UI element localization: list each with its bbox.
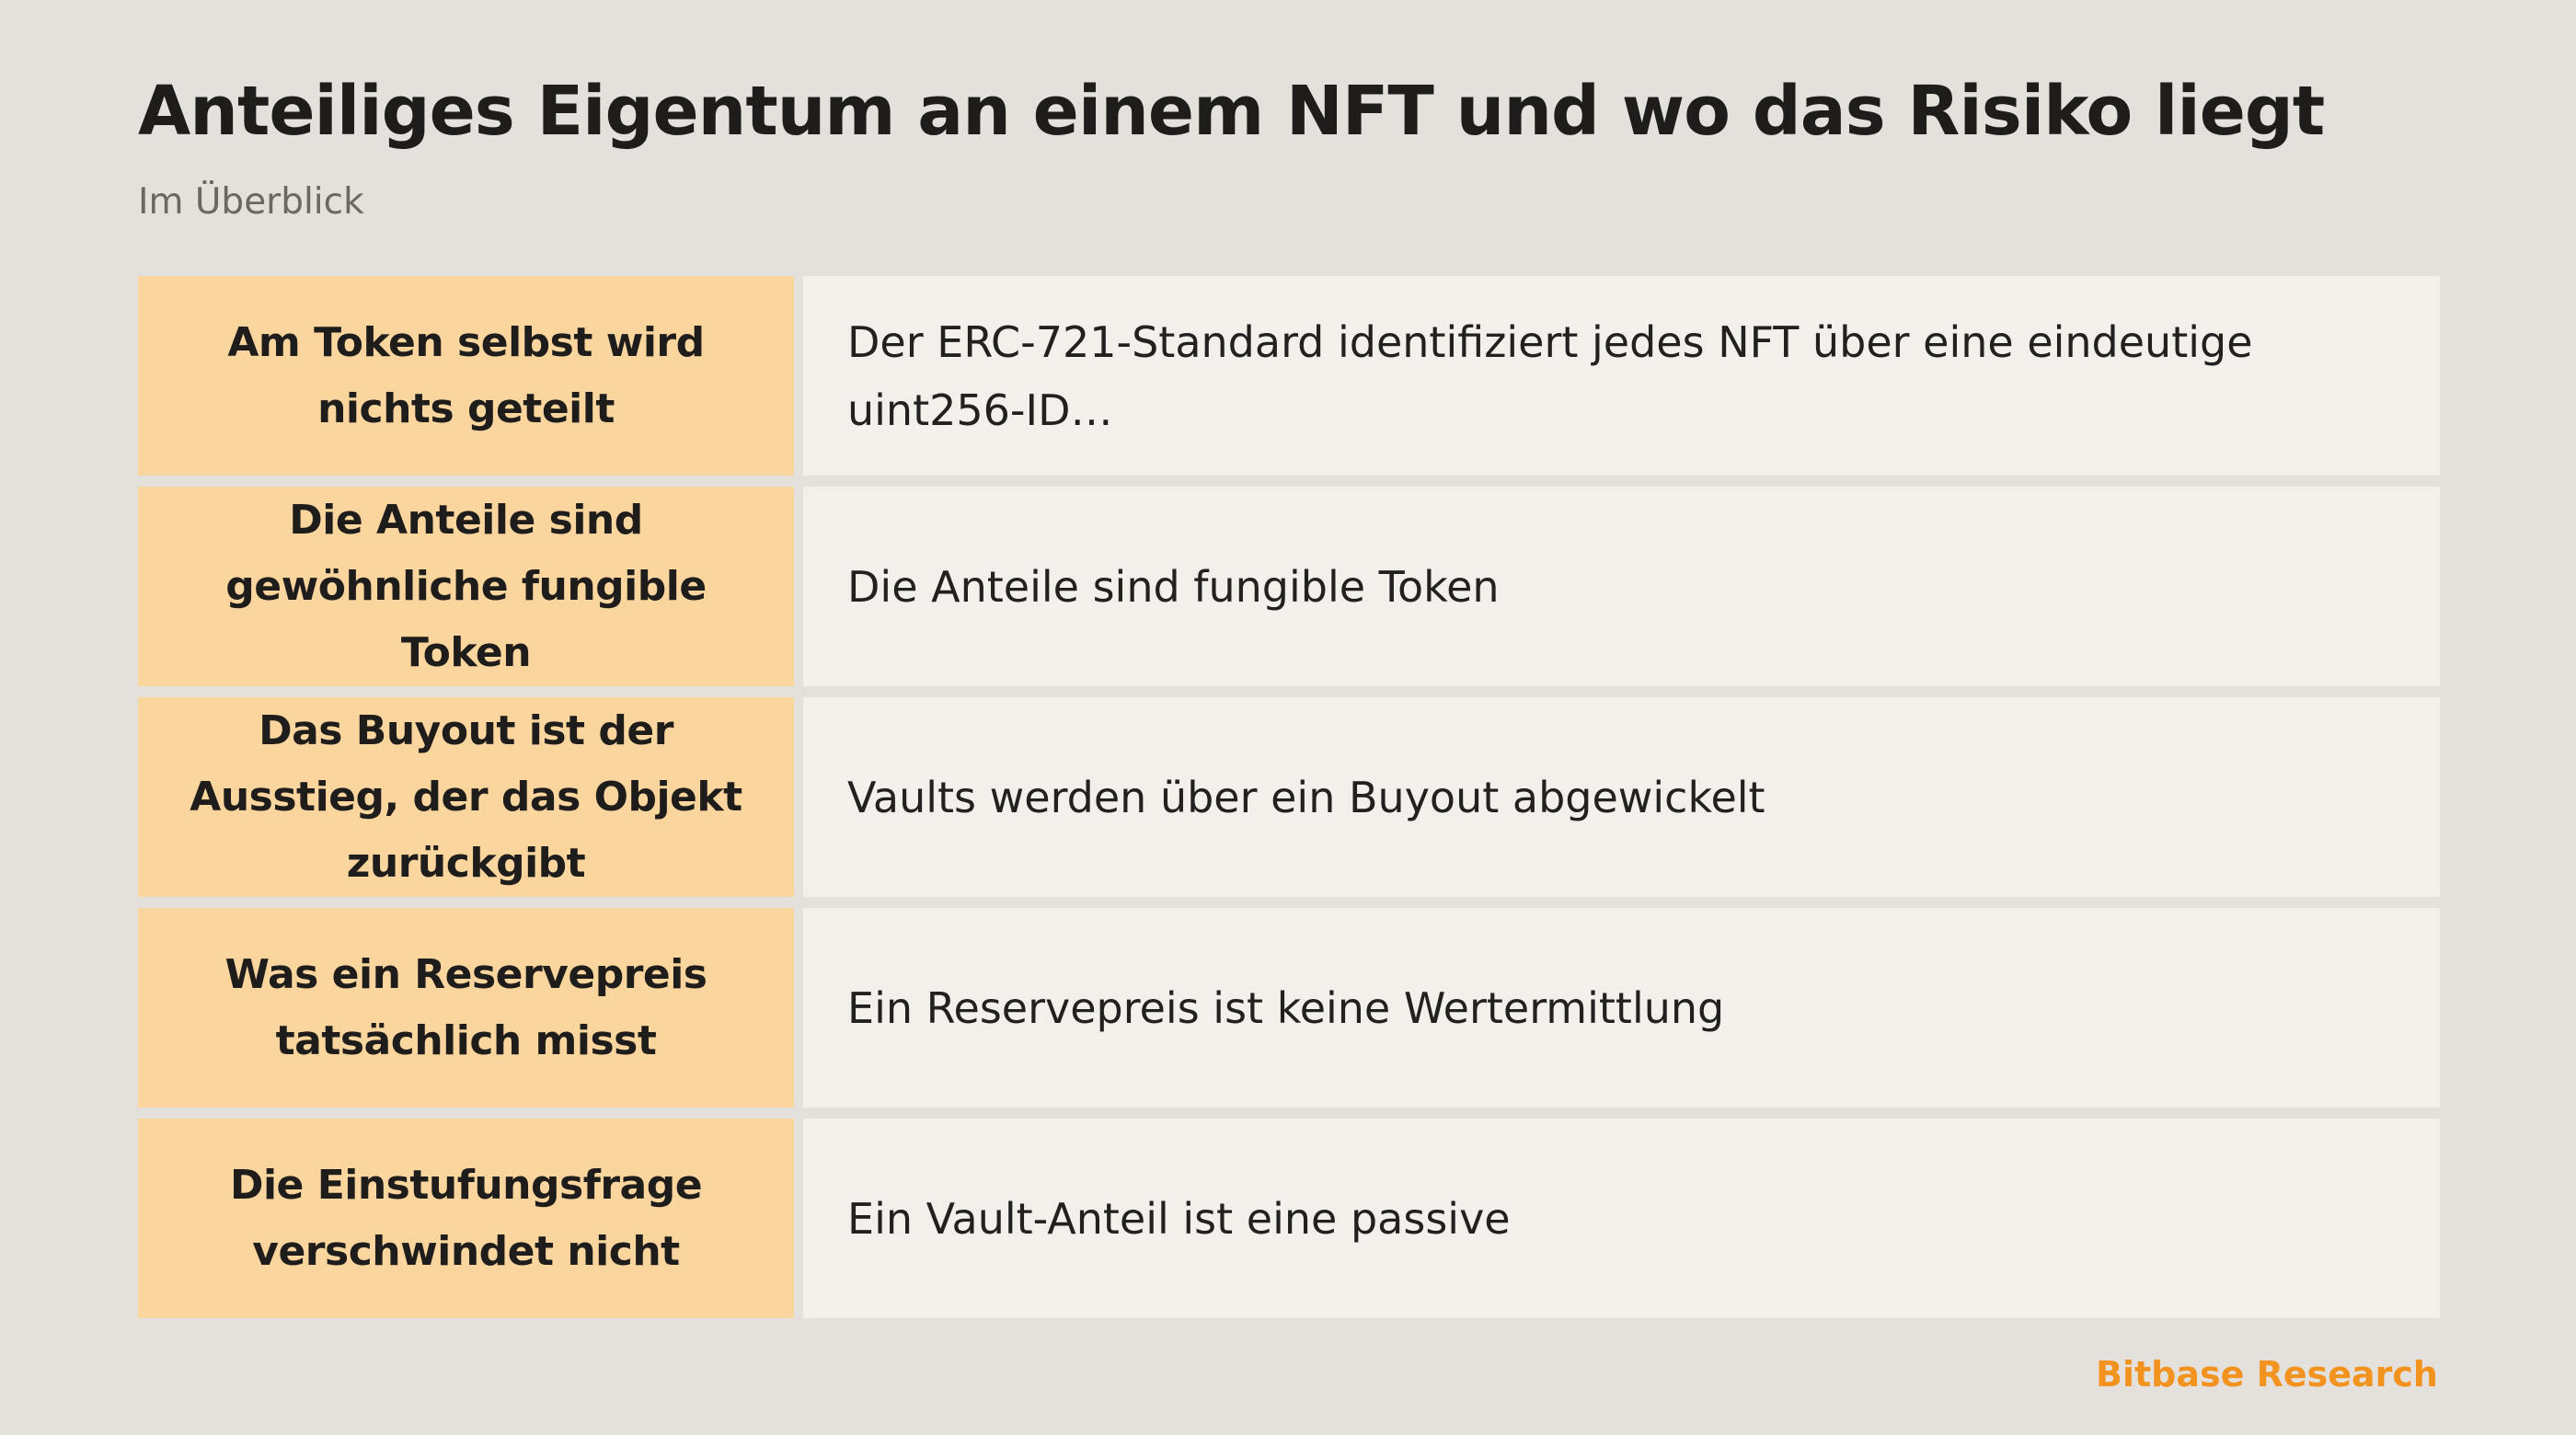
table-row: Was ein Reservepreis tatsächlich misst E… (138, 908, 2440, 1108)
table-row: Am Token selbst wird nichts geteilt Der … (138, 276, 2440, 476)
row-label-cell: Das Buyout ist der Ausstieg, der das Obj… (138, 697, 794, 897)
row-text: Vaults werden über ein Buyout abgewickel… (847, 772, 1765, 822)
page-subtitle: Im Überblick (138, 181, 364, 223)
page-title: Anteiliges Eigentum an einem NFT und wo … (138, 72, 2325, 151)
table-row: Die Einstufungsfrage verschwindet nicht … (138, 1119, 2440, 1318)
table-row: Die Anteile sind gewöhnliche fungible To… (138, 487, 2440, 686)
row-text-cell: Die Anteile sind fungible Token (803, 487, 2440, 686)
row-text: Die Anteile sind fungible Token (847, 561, 1500, 612)
row-label: Das Buyout ist der Ausstieg, der das Obj… (190, 706, 742, 887)
row-text: Der ERC-721-Standard identifiziert jedes… (847, 316, 2253, 435)
row-text: Ein Reservepreis ist keine Wertermittlun… (847, 982, 1725, 1033)
brand-label: Bitbase Research (2095, 1354, 2438, 1395)
row-label: Was ein Reservepreis tatsächlich misst (224, 950, 707, 1064)
row-text-cell: Der ERC-721-Standard identifiziert jedes… (803, 276, 2440, 476)
row-label-cell: Am Token selbst wird nichts geteilt (138, 276, 794, 476)
table-row: Das Buyout ist der Ausstieg, der das Obj… (138, 697, 2440, 897)
row-text-cell: Ein Vault-Anteil ist eine passive (803, 1119, 2440, 1318)
row-label-cell: Was ein Reservepreis tatsächlich misst (138, 908, 794, 1108)
row-label: Die Einstufungsfrage verschwindet nicht (229, 1161, 703, 1275)
row-text-cell: Vaults werden über ein Buyout abgewickel… (803, 697, 2440, 897)
row-label: Die Anteile sind gewöhnliche fungible To… (225, 496, 707, 676)
row-text-cell: Ein Reservepreis ist keine Wertermittlun… (803, 908, 2440, 1108)
row-label: Am Token selbst wird nichts geteilt (227, 318, 705, 432)
row-label-cell: Die Anteile sind gewöhnliche fungible To… (138, 487, 794, 686)
row-label-cell: Die Einstufungsfrage verschwindet nicht (138, 1119, 794, 1318)
row-text: Ein Vault-Anteil ist eine passive (847, 1193, 1511, 1244)
overview-table: Am Token selbst wird nichts geteilt Der … (138, 276, 2440, 1318)
